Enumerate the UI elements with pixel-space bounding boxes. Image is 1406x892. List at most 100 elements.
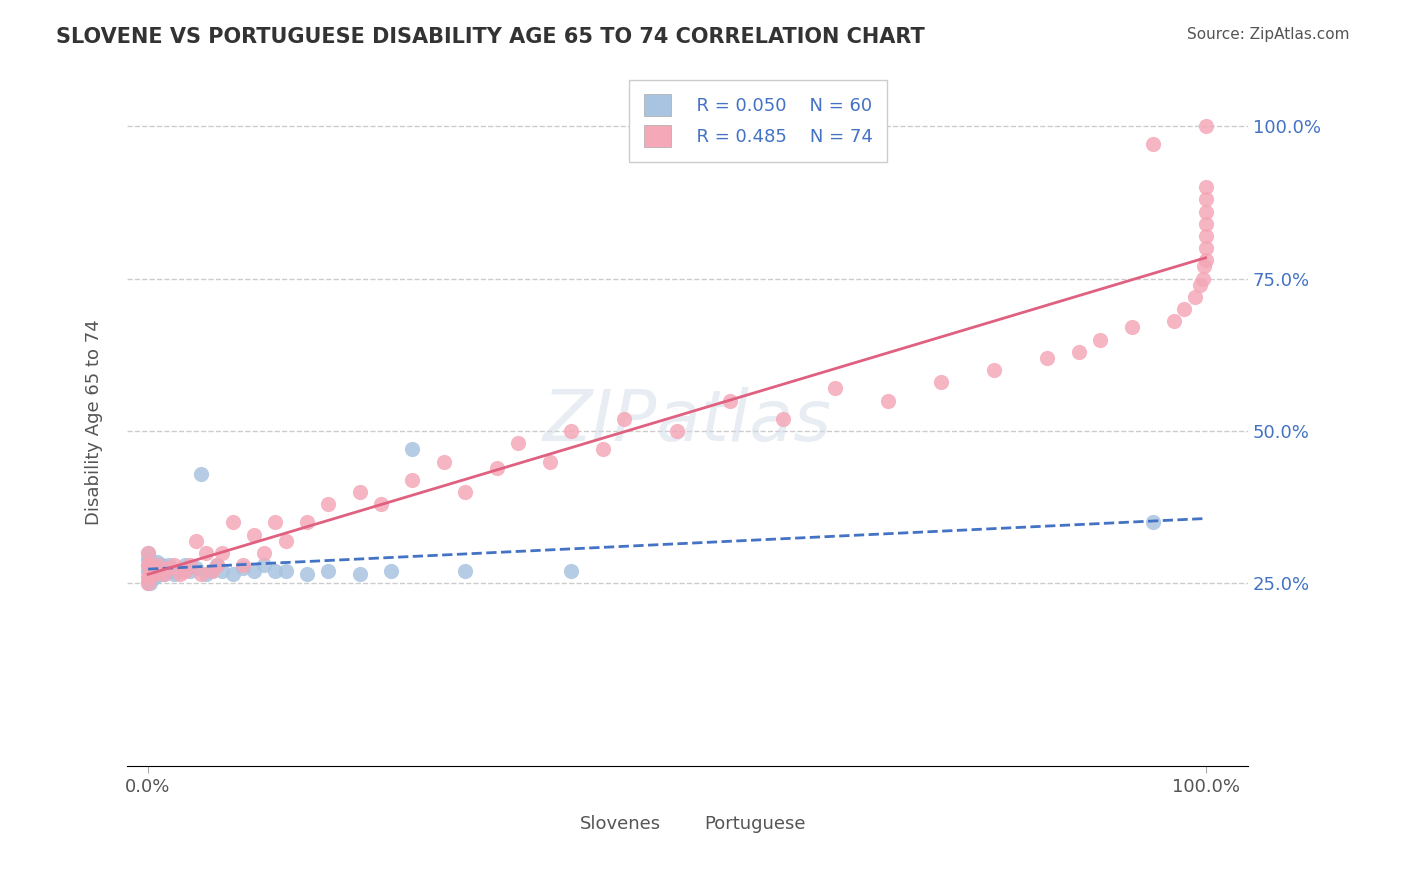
Portuguese — [174, 564, 197, 578]
Slovenes — [149, 564, 172, 578]
Portuguese — [243, 527, 266, 541]
Portuguese — [1088, 333, 1111, 347]
Slovenes — [169, 564, 191, 578]
Portuguese — [1173, 302, 1195, 317]
Slovenes — [139, 558, 162, 573]
Portuguese — [983, 363, 1005, 377]
Slovenes — [243, 564, 266, 578]
Slovenes — [145, 570, 167, 584]
Slovenes — [139, 576, 162, 591]
Slovenes — [138, 552, 160, 566]
Slovenes — [221, 567, 243, 582]
Slovenes — [163, 567, 186, 582]
Slovenes — [145, 555, 167, 569]
Portuguese — [136, 576, 159, 591]
Slovenes — [195, 567, 218, 582]
Slovenes — [1142, 516, 1164, 530]
Portuguese — [824, 381, 846, 395]
Slovenes — [190, 467, 212, 481]
Slovenes — [141, 558, 163, 573]
Portuguese — [877, 393, 900, 408]
Portuguese — [274, 533, 297, 548]
Slovenes — [138, 570, 160, 584]
Portuguese — [433, 454, 456, 468]
Portuguese — [295, 516, 318, 530]
Portuguese — [370, 497, 392, 511]
Portuguese — [190, 567, 212, 582]
Text: Slovenes: Slovenes — [681, 95, 762, 112]
Portuguese — [221, 516, 243, 530]
Slovenes — [152, 564, 174, 578]
Portuguese — [179, 558, 201, 573]
Portuguese — [141, 567, 163, 582]
Slovenes — [148, 564, 170, 578]
Slovenes — [316, 564, 339, 578]
Slovenes — [136, 552, 159, 566]
Portuguese — [148, 564, 170, 578]
Portuguese — [141, 564, 163, 578]
Text: ZIPatlas: ZIPatlas — [543, 387, 832, 457]
Portuguese — [138, 570, 160, 584]
Slovenes — [380, 564, 402, 578]
Portuguese — [1036, 351, 1059, 365]
Portuguese — [508, 436, 530, 450]
Portuguese — [486, 460, 509, 475]
Slovenes — [560, 564, 582, 578]
Portuguese — [138, 558, 160, 573]
Portuguese — [143, 561, 166, 575]
Portuguese — [163, 558, 186, 573]
Portuguese — [145, 567, 167, 582]
Portuguese — [1194, 193, 1216, 207]
Portuguese — [142, 567, 165, 582]
Portuguese — [1194, 241, 1216, 255]
Slovenes — [184, 561, 207, 575]
Slovenes — [141, 564, 163, 578]
Slovenes — [143, 567, 166, 582]
Slovenes — [264, 564, 287, 578]
Portuguese — [1163, 314, 1185, 328]
Slovenes — [148, 558, 170, 573]
Legend:   R = 0.050    N = 60,   R = 0.485    N = 74: R = 0.050 N = 60, R = 0.485 N = 74 — [628, 79, 887, 161]
Portuguese — [560, 424, 582, 438]
Y-axis label: Disability Age 65 to 74: Disability Age 65 to 74 — [86, 319, 103, 524]
Portuguese — [1194, 180, 1216, 194]
Slovenes — [157, 558, 180, 573]
Text: SLOVENE VS PORTUGUESE DISABILITY AGE 65 TO 74 CORRELATION CHART: SLOVENE VS PORTUGUESE DISABILITY AGE 65 … — [56, 27, 925, 46]
Portuguese — [1194, 217, 1216, 231]
Slovenes — [136, 576, 159, 591]
Slovenes — [174, 558, 197, 573]
Slovenes — [232, 561, 254, 575]
Portuguese — [316, 497, 339, 511]
Portuguese — [929, 376, 952, 390]
Portuguese — [1194, 119, 1216, 133]
Text: Source: ZipAtlas.com: Source: ZipAtlas.com — [1187, 27, 1350, 42]
Slovenes — [141, 558, 163, 573]
Portuguese — [1194, 229, 1216, 244]
Slovenes — [136, 546, 159, 560]
Portuguese — [349, 485, 371, 500]
Slovenes — [454, 564, 477, 578]
Slovenes — [401, 442, 423, 457]
Portuguese — [1189, 277, 1212, 292]
Slovenes — [142, 564, 165, 578]
Slovenes — [145, 564, 167, 578]
Portuguese — [153, 567, 176, 582]
Portuguese — [538, 454, 561, 468]
Portuguese — [1192, 271, 1215, 285]
Portuguese — [136, 558, 159, 573]
Portuguese — [454, 485, 477, 500]
Slovenes — [153, 567, 176, 582]
Portuguese — [665, 424, 688, 438]
Portuguese — [136, 546, 159, 560]
Portuguese — [200, 564, 222, 578]
Portuguese — [139, 564, 162, 578]
Portuguese — [211, 546, 233, 560]
Portuguese — [205, 558, 228, 573]
Slovenes — [141, 567, 163, 582]
Portuguese — [401, 473, 423, 487]
Slovenes — [153, 564, 176, 578]
Portuguese — [772, 412, 794, 426]
Portuguese — [157, 561, 180, 575]
Portuguese — [613, 412, 636, 426]
Slovenes — [143, 564, 166, 578]
